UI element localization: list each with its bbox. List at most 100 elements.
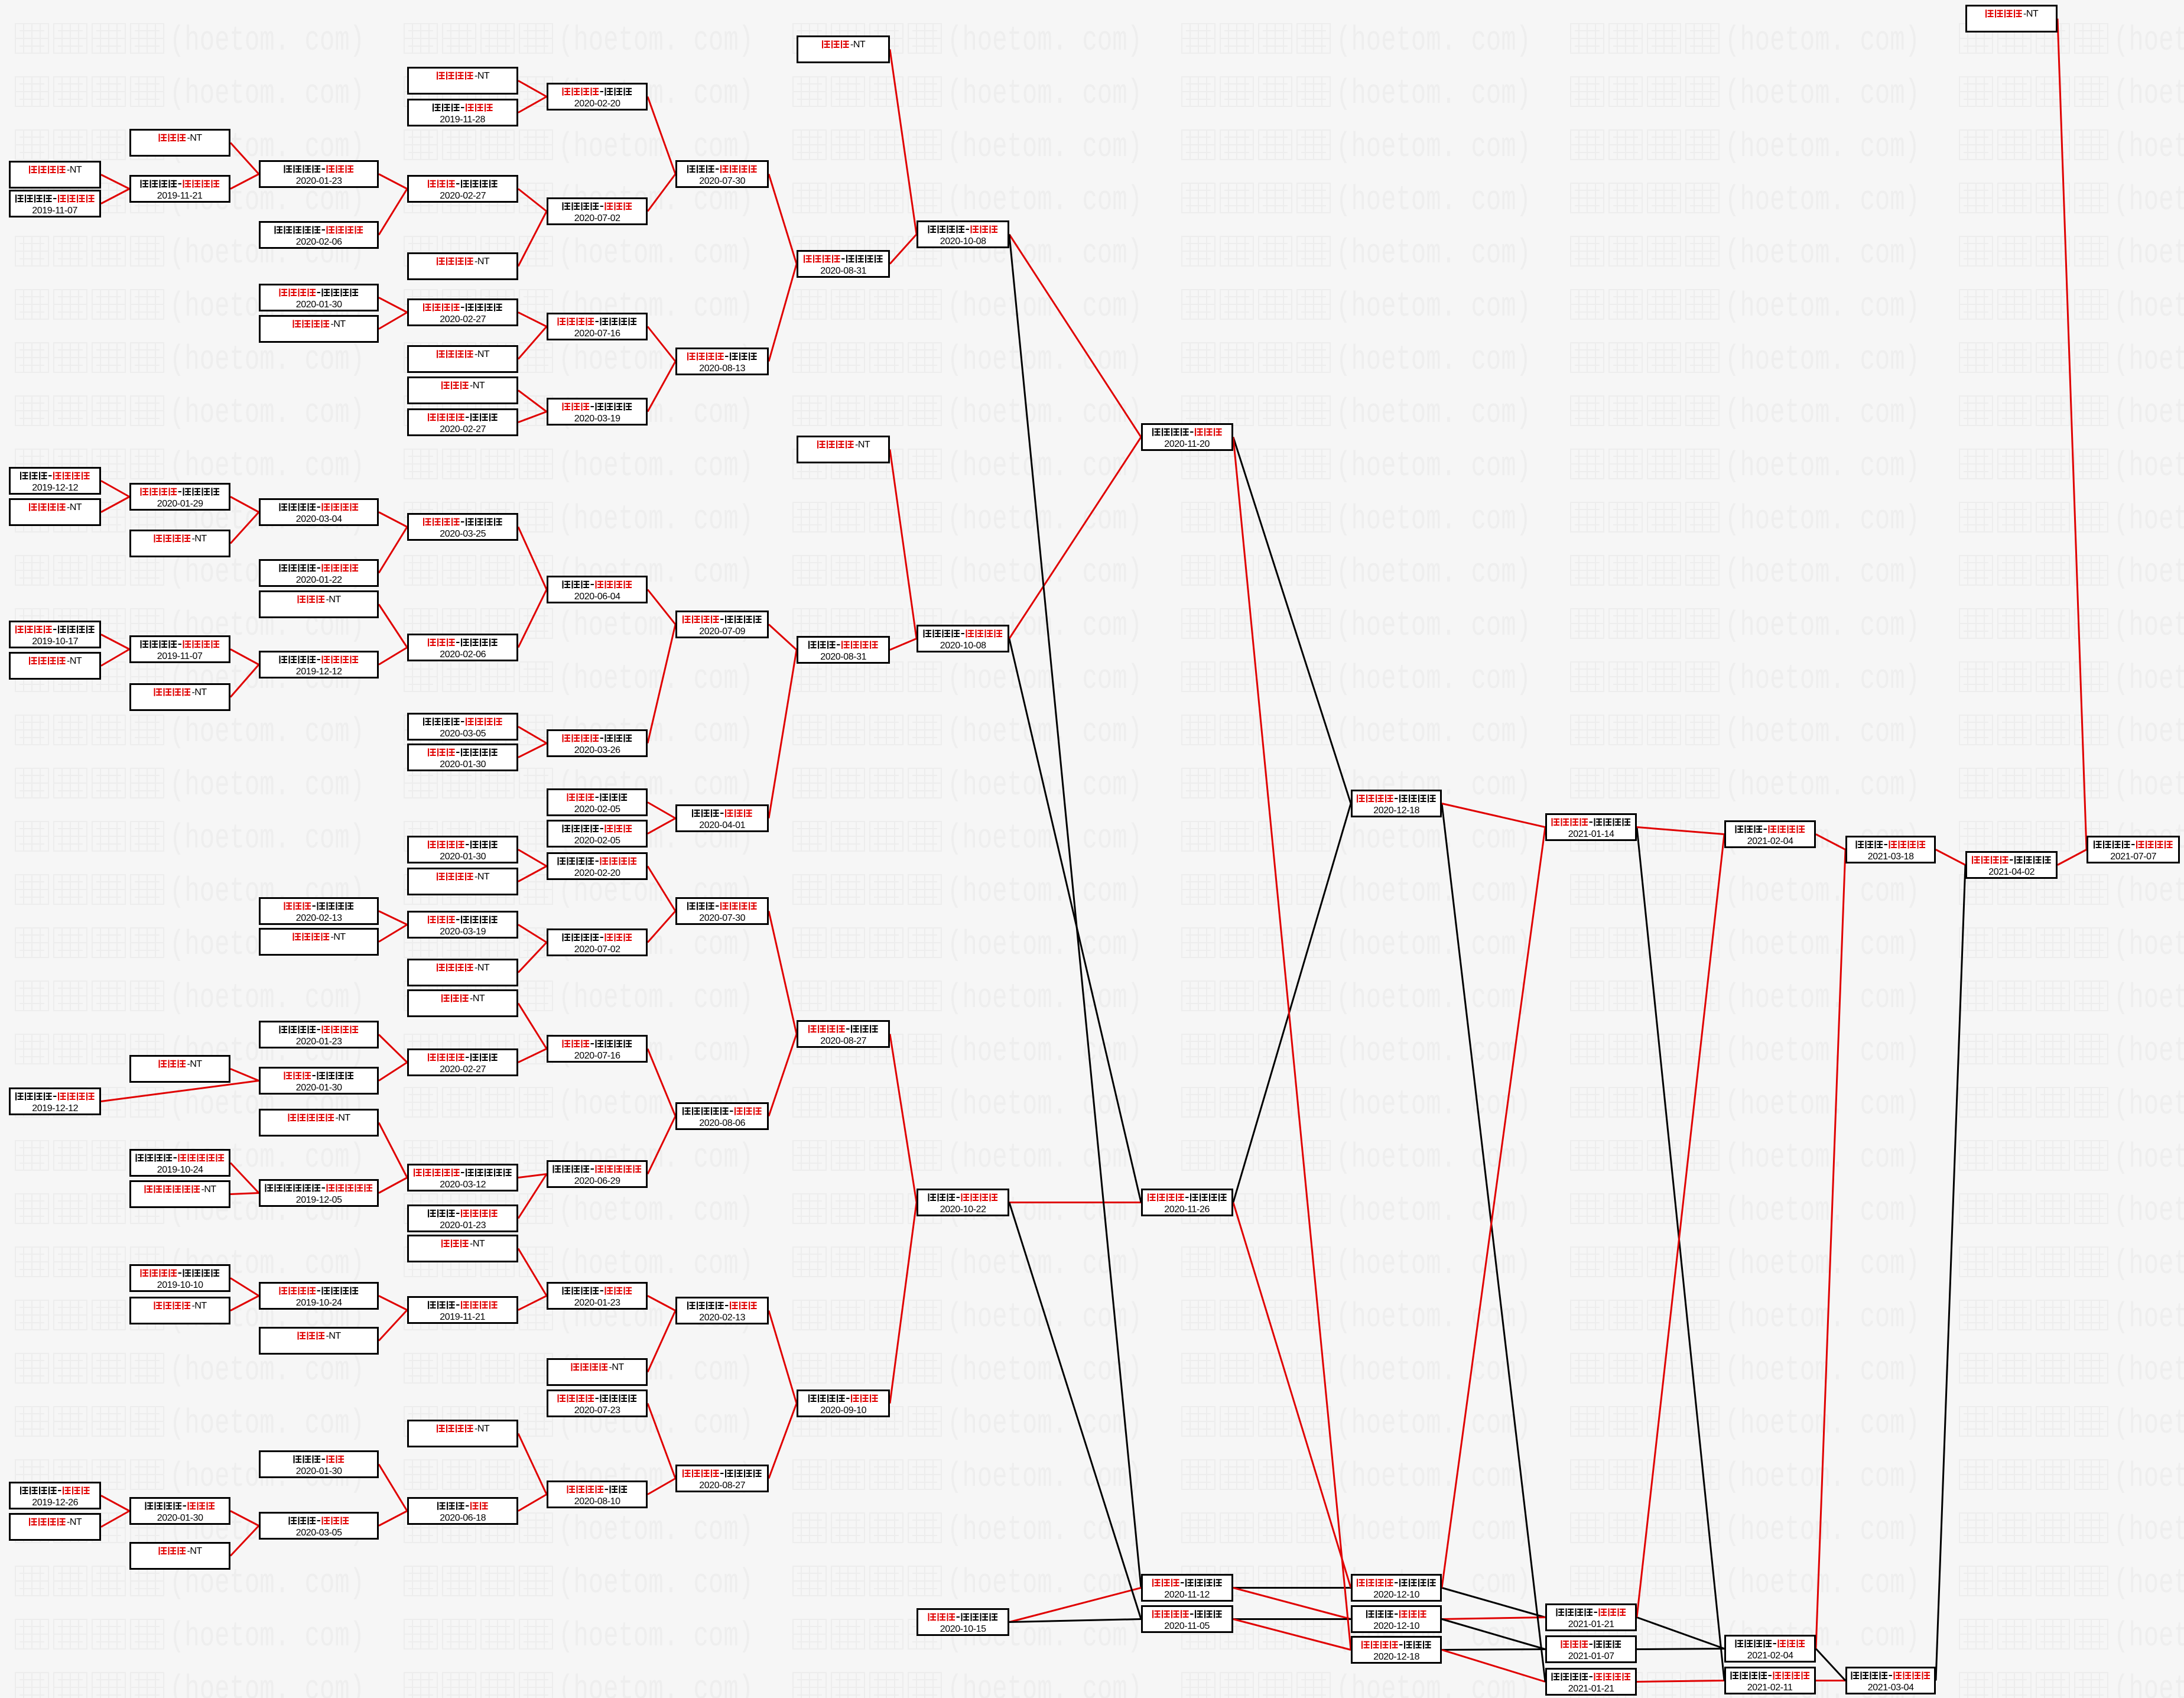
svg-text:2020-07-30: 2020-07-30	[699, 176, 745, 186]
svg-text:2020-06-29: 2020-06-29	[574, 1176, 620, 1186]
svg-text:-NT: -NT	[326, 595, 342, 605]
svg-text:2021-02-04: 2021-02-04	[1747, 836, 1793, 846]
svg-text:2020-01-30: 2020-01-30	[296, 1083, 342, 1093]
svg-text:-NT: -NT	[2023, 9, 2039, 19]
svg-text:2020-07-16: 2020-07-16	[574, 1051, 620, 1061]
svg-text:2021-04-02: 2021-04-02	[1988, 867, 2034, 877]
svg-text:2021-02-11: 2021-02-11	[1747, 1683, 1793, 1693]
svg-text:2019-11-07: 2019-11-07	[32, 206, 77, 216]
svg-text:2021-07-07: 2021-07-07	[2110, 852, 2156, 862]
svg-text:2020-10-08: 2020-10-08	[940, 641, 986, 651]
svg-text:2020-02-20: 2020-02-20	[574, 99, 620, 109]
svg-text:2019-12-12: 2019-12-12	[32, 483, 78, 493]
svg-text:2020-08-31: 2020-08-31	[820, 652, 866, 662]
svg-text:2020-01-23: 2020-01-23	[440, 1220, 486, 1231]
svg-text:2020-01-22: 2020-01-22	[296, 575, 342, 585]
svg-text:2020-07-09: 2020-07-09	[699, 626, 745, 637]
svg-text:-NT: -NT	[855, 440, 870, 450]
svg-text:2020-12-18: 2020-12-18	[1373, 1652, 1419, 1662]
svg-text:2020-12-10: 2020-12-10	[1373, 1621, 1419, 1631]
svg-text:-NT: -NT	[609, 1362, 625, 1372]
svg-text:2021-03-04: 2021-03-04	[1868, 1683, 1914, 1693]
svg-text:2020-02-05: 2020-02-05	[574, 804, 620, 814]
svg-text:2020-06-04: 2020-06-04	[574, 592, 620, 602]
svg-text:2021-01-21: 2021-01-21	[1568, 1619, 1614, 1629]
svg-text:-NT: -NT	[192, 1301, 207, 1311]
svg-text:2020-08-06: 2020-08-06	[699, 1118, 745, 1128]
svg-text:2020-11-12: 2020-11-12	[1164, 1590, 1210, 1600]
svg-text:-NT: -NT	[67, 656, 82, 666]
svg-text:2020-04-01: 2020-04-01	[699, 820, 745, 830]
svg-text:2020-01-23: 2020-01-23	[296, 176, 342, 186]
svg-text:2020-03-05: 2020-03-05	[296, 1528, 342, 1538]
svg-text:2020-09-10: 2020-09-10	[820, 1405, 866, 1415]
svg-text:-NT: -NT	[202, 1184, 217, 1194]
svg-text:2020-03-12: 2020-03-12	[440, 1180, 486, 1190]
svg-text:2019-11-07: 2019-11-07	[157, 651, 203, 661]
svg-text:2020-07-30: 2020-07-30	[699, 913, 745, 923]
svg-text:2020-08-27: 2020-08-27	[820, 1036, 866, 1046]
svg-text:-NT: -NT	[336, 1113, 351, 1123]
svg-text:2020-02-06: 2020-02-06	[440, 650, 486, 660]
svg-text:2020-08-31: 2020-08-31	[820, 266, 866, 276]
svg-text:2021-01-07: 2021-01-07	[1568, 1651, 1614, 1661]
svg-text:-NT: -NT	[474, 1424, 490, 1434]
svg-text:-NT: -NT	[470, 994, 485, 1004]
svg-text:2020-07-23: 2020-07-23	[574, 1405, 620, 1415]
svg-text:2020-02-13: 2020-02-13	[296, 913, 342, 923]
svg-text:-NT: -NT	[474, 349, 490, 359]
svg-text:2021-02-04: 2021-02-04	[1747, 1651, 1793, 1661]
svg-text:2020-08-13: 2020-08-13	[699, 363, 745, 374]
svg-text:2020-01-30: 2020-01-30	[440, 759, 486, 770]
svg-text:2019-11-21: 2019-11-21	[157, 191, 203, 201]
svg-text:-NT: -NT	[67, 502, 82, 512]
svg-text:2020-02-27: 2020-02-27	[440, 191, 486, 201]
svg-text:2019-12-12: 2019-12-12	[32, 1103, 78, 1113]
svg-text:2020-01-30: 2020-01-30	[440, 852, 486, 862]
svg-text:2020-10-15: 2020-10-15	[940, 1624, 986, 1634]
svg-text:2020-01-23: 2020-01-23	[574, 1298, 620, 1308]
svg-text:2020-07-02: 2020-07-02	[574, 213, 620, 223]
svg-text:2020-10-22: 2020-10-22	[940, 1204, 986, 1215]
svg-text:2020-01-30: 2020-01-30	[157, 1513, 203, 1523]
svg-text:2020-01-23: 2020-01-23	[296, 1037, 342, 1047]
svg-text:2020-11-26: 2020-11-26	[1164, 1204, 1210, 1215]
svg-text:2021-01-21: 2021-01-21	[1568, 1684, 1614, 1694]
svg-text:2020-07-02: 2020-07-02	[574, 944, 620, 954]
svg-text:2020-03-19: 2020-03-19	[574, 414, 620, 424]
svg-text:2020-02-13: 2020-02-13	[699, 1313, 745, 1323]
svg-text:2020-02-27: 2020-02-27	[440, 1064, 486, 1074]
svg-text:2020-11-20: 2020-11-20	[1164, 439, 1210, 449]
svg-text:2020-10-08: 2020-10-08	[940, 236, 986, 246]
svg-text:2019-12-05: 2019-12-05	[296, 1195, 342, 1205]
svg-text:-NT: -NT	[474, 872, 490, 882]
svg-text:2020-11-05: 2020-11-05	[1164, 1621, 1210, 1631]
svg-text:-NT: -NT	[192, 534, 207, 544]
svg-text:-NT: -NT	[470, 1239, 485, 1249]
svg-text:-NT: -NT	[326, 1331, 342, 1341]
svg-text:2020-02-27: 2020-02-27	[440, 424, 486, 434]
svg-text:-NT: -NT	[850, 40, 866, 50]
svg-text:-NT: -NT	[192, 687, 207, 697]
svg-text:-NT: -NT	[331, 319, 346, 329]
svg-text:2020-03-26: 2020-03-26	[574, 745, 620, 755]
svg-text:2020-01-30: 2020-01-30	[296, 300, 342, 310]
svg-text:-NT: -NT	[67, 165, 82, 175]
svg-text:2020-12-10: 2020-12-10	[1373, 1590, 1419, 1600]
svg-text:2020-03-04: 2020-03-04	[296, 514, 342, 524]
svg-text:2020-02-06: 2020-02-06	[296, 237, 342, 247]
svg-text:-NT: -NT	[187, 1546, 203, 1556]
svg-text:-NT: -NT	[67, 1517, 82, 1527]
svg-text:2021-03-18: 2021-03-18	[1868, 852, 1914, 862]
svg-text:2019-10-24: 2019-10-24	[157, 1165, 203, 1175]
svg-text:-NT: -NT	[474, 257, 490, 267]
svg-text:2020-02-05: 2020-02-05	[574, 836, 620, 846]
svg-text:2019-11-28: 2019-11-28	[440, 115, 485, 125]
svg-text:2020-07-16: 2020-07-16	[574, 329, 620, 339]
svg-text:2020-03-05: 2020-03-05	[440, 729, 486, 739]
svg-text:2019-10-10: 2019-10-10	[157, 1280, 203, 1290]
svg-text:2020-02-27: 2020-02-27	[440, 314, 486, 324]
svg-text:2020-01-30: 2020-01-30	[296, 1466, 342, 1476]
svg-text:2019-11-21: 2019-11-21	[440, 1312, 485, 1322]
svg-text:-NT: -NT	[474, 963, 490, 973]
